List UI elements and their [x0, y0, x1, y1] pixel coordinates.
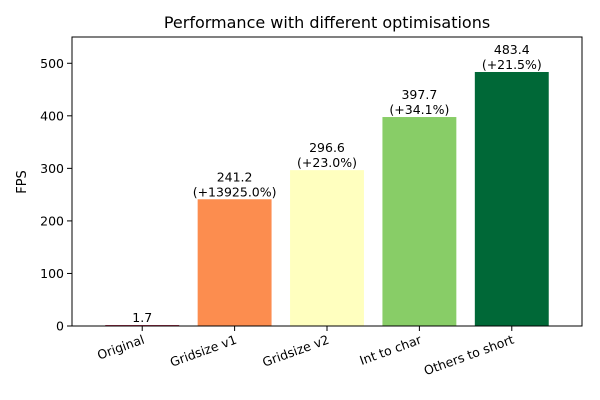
chart-title: Performance with different optimisations [164, 13, 490, 32]
bar-change-label-4: (+21.5%) [482, 57, 542, 72]
y-tick-label-1: 100 [40, 266, 64, 281]
bar-change-label-2: (+23.0%) [297, 155, 357, 170]
y-tick-label-0: 0 [56, 319, 64, 334]
x-tick-label-1: Gridsize v1 [168, 332, 239, 370]
bar-value-label-0: 1.7 [132, 310, 152, 325]
y-tick-label-5: 500 [40, 56, 64, 71]
bar-3 [382, 117, 457, 326]
bar-change-label-1: (+13925.0%) [193, 184, 277, 199]
x-tick-label-0: Original [95, 332, 146, 363]
bar-value-label-3: 397.7 [401, 87, 437, 102]
bar-4 [474, 71, 549, 326]
plot-area: 1.7 241.2(+13925.0%) 296.6(+23.0%) 397.7(+3… [40, 36, 583, 378]
y-tick-label-3: 300 [40, 161, 64, 176]
bar-value-label-2: 296.6 [309, 140, 345, 155]
y-tick-label-2: 200 [40, 213, 64, 228]
x-tick-label-2: Gridsize v2 [260, 332, 331, 370]
x-tick-label-4: Others to short [422, 332, 516, 378]
y-tick-label-4: 400 [40, 108, 64, 123]
y-axis-label: FPS [15, 170, 30, 194]
bar-1 [197, 199, 272, 326]
bar-value-label-1: 241.2 [217, 169, 253, 184]
bar-2 [290, 170, 364, 326]
bar-change-label-3: (+34.1%) [389, 102, 449, 117]
x-tick-label-3: Int to char [358, 331, 425, 367]
bar-value-label-4: 483.4 [494, 42, 530, 57]
